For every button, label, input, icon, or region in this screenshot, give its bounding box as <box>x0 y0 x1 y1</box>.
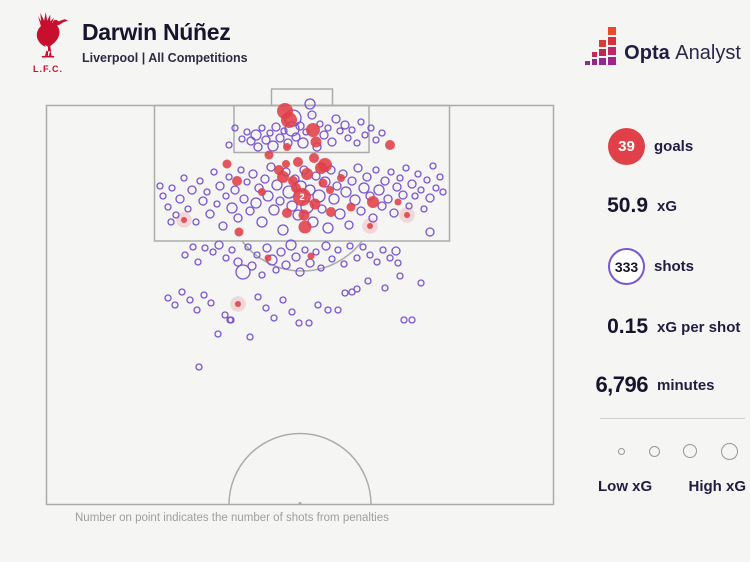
crest-text: L.F.C. <box>33 64 63 74</box>
centre-spot <box>298 502 302 505</box>
stat-goals: 39 goals <box>592 128 693 165</box>
legend-size-circle <box>648 445 660 457</box>
legend-labels: Low xG High xG <box>598 478 746 495</box>
title-block: Darwin Núñez Liverpool | All Competition… <box>82 19 248 65</box>
xg-per-shot-label: xG per shot <box>657 318 741 336</box>
centre-circle <box>228 432 372 505</box>
stat-xg: 50.9 xG <box>592 194 677 218</box>
shots-layer: 2 <box>156 98 447 371</box>
legend-size-circle <box>720 442 738 460</box>
legend-low-label: Low xG <box>598 478 653 495</box>
stat-minutes: 6,796 minutes <box>592 372 715 398</box>
goals-circle: 39 <box>608 128 645 165</box>
minutes-label: minutes <box>657 376 715 394</box>
shot-map: 2 <box>40 85 560 517</box>
stat-xg-per-shot: 0.15 xG per shot <box>592 315 740 339</box>
liverpool-crest: L.F.C. <box>24 11 72 74</box>
opta-analyst-logo: Opta Analyst <box>585 26 741 65</box>
xg-size-legend <box>618 440 738 462</box>
opta-squares-icon <box>585 26 617 65</box>
liverbird-icon <box>25 12 71 65</box>
legend-divider <box>600 418 745 419</box>
xg-label: xG <box>657 197 678 215</box>
opta-logo-text: Opta Analyst <box>624 42 741 64</box>
six-yard-box <box>233 104 370 154</box>
goals-label: goals <box>654 138 694 155</box>
shots-circle: 333 <box>608 248 645 285</box>
page-subtitle: Liverpool | All Competitions <box>82 51 248 65</box>
shots-label: shots <box>654 258 695 275</box>
penalty-goal-marker <box>293 188 311 206</box>
xg-value: 50.9 <box>607 194 648 217</box>
legend-size-circle <box>683 444 698 458</box>
penalty-arc <box>241 240 363 272</box>
pitch-svg: 2 <box>45 88 555 506</box>
stats-panel: 39 goals 50.9 xG 333 shots 0.15 xG per s… <box>592 0 750 562</box>
pitch-lines <box>45 88 555 506</box>
minutes-value: 6,796 <box>595 372 648 397</box>
legend-size-circle <box>618 447 625 455</box>
xg-per-shot-value: 0.15 <box>607 315 648 338</box>
page-title: Darwin Núñez <box>82 19 231 45</box>
penalty-count-label: 2 <box>299 192 304 202</box>
stat-shots: 333 shots <box>592 248 694 285</box>
footnote: Number on point indicates the number of … <box>75 512 389 524</box>
legend-high-label: High xG <box>688 478 746 495</box>
goal-frame <box>270 88 334 107</box>
